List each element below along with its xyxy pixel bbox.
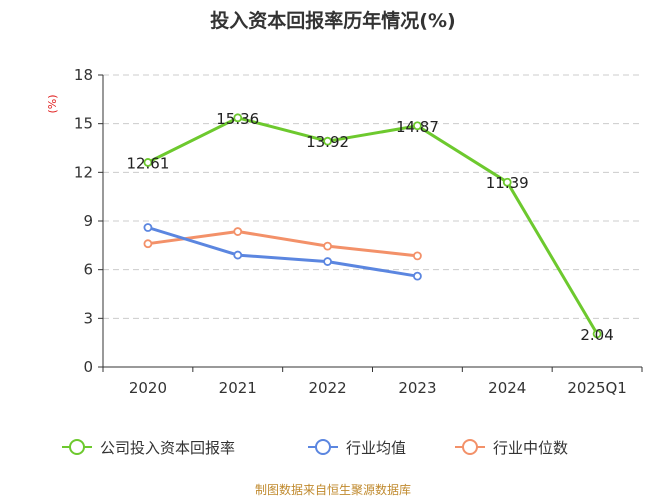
legend-label: 公司投入资本回报率	[100, 439, 235, 457]
series-line-1	[147, 226, 418, 278]
data-point	[143, 239, 153, 249]
series-line-2	[147, 230, 418, 258]
y-tick-label: 0	[83, 358, 93, 376]
x-tick-label: 2025Q1	[567, 379, 627, 397]
legend-marker	[462, 439, 478, 455]
axes: 0 3 6 9 12 15 18 2020 2021 2022 2023 2024 2025Q1	[74, 66, 643, 397]
x-tick-label: 2020	[129, 379, 167, 397]
chart-title: 投入资本回报率历年情况(%)	[210, 9, 455, 32]
data-label: 14.87	[396, 118, 439, 136]
y-tick-label: 18	[74, 66, 93, 84]
data-label: 12.61	[126, 154, 169, 172]
data-labels: 12.61 15.36 13.92 14.87 11.39 2.04	[126, 110, 613, 344]
data-point	[592, 329, 602, 339]
grid-lines	[103, 74, 642, 319]
data-point	[143, 223, 153, 232]
data-point	[143, 158, 153, 167]
x-tick-label: 2022	[308, 379, 346, 397]
source-note: 制图数据来自恒生聚源数据库	[255, 482, 411, 497]
y-tick-label: 3	[83, 309, 93, 327]
y-tick-label: 9	[83, 212, 93, 230]
data-point	[502, 177, 512, 187]
data-label: 11.39	[486, 174, 529, 192]
data-label: 2.04	[580, 326, 613, 344]
y-tick-label: 6	[83, 261, 93, 279]
x-tick-label: 2024	[488, 379, 526, 397]
series-lines	[143, 113, 602, 339]
legend-label: 行业均值	[346, 439, 406, 457]
y-tick-label: 15	[74, 115, 93, 133]
x-tick-label: 2023	[398, 379, 436, 397]
legend-marker	[315, 439, 331, 455]
x-tick-label: 2021	[219, 379, 257, 397]
legend: 公司投入资本回报率 行业均值 行业中位数	[62, 439, 568, 457]
data-point	[233, 227, 243, 236]
data-point	[323, 136, 332, 146]
data-point	[323, 241, 332, 251]
data-point	[323, 257, 332, 266]
data-label: 13.92	[306, 133, 349, 151]
series-line-0	[147, 116, 599, 335]
data-point	[233, 250, 243, 260]
data-label: 15.36	[216, 110, 259, 128]
y-axis-unit-label: (%)	[46, 94, 59, 113]
data-point	[413, 121, 422, 131]
y-tick-label: 12	[74, 163, 93, 181]
data-point	[413, 251, 422, 261]
legend-marker	[69, 439, 85, 455]
data-point	[413, 271, 422, 281]
legend-label: 行业中位数	[493, 439, 568, 457]
data-point	[233, 113, 243, 123]
